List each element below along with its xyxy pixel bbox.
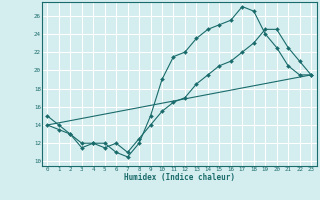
X-axis label: Humidex (Indice chaleur): Humidex (Indice chaleur) bbox=[124, 173, 235, 182]
